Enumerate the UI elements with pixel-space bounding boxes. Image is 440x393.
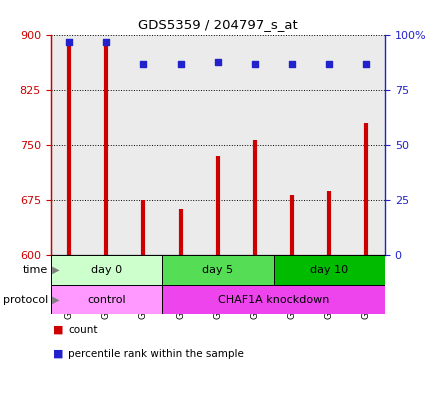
Point [214,59,221,65]
Text: day 5: day 5 [202,265,233,275]
Point [251,61,258,67]
Bar [51,285,162,314]
Text: day 0: day 0 [91,265,122,275]
Text: percentile rank within the sample: percentile rank within the sample [68,349,244,359]
Point [140,61,147,67]
Text: protocol: protocol [3,295,48,305]
Bar [162,285,385,314]
Text: ■: ■ [53,349,63,359]
Text: time: time [23,265,48,275]
Text: ▶: ▶ [49,295,59,305]
Point [326,61,333,67]
Point [66,39,73,45]
Text: ▶: ▶ [49,265,59,275]
Text: count: count [68,325,98,335]
Point [103,39,110,45]
Bar [162,255,274,285]
Point [363,61,370,67]
Point [289,61,296,67]
Point [177,61,184,67]
Text: control: control [87,295,126,305]
Title: GDS5359 / 204797_s_at: GDS5359 / 204797_s_at [138,18,298,31]
Text: day 10: day 10 [310,265,348,275]
Bar [274,255,385,285]
Bar [51,255,162,285]
Text: CHAF1A knockdown: CHAF1A knockdown [218,295,329,305]
Text: ■: ■ [53,325,63,335]
